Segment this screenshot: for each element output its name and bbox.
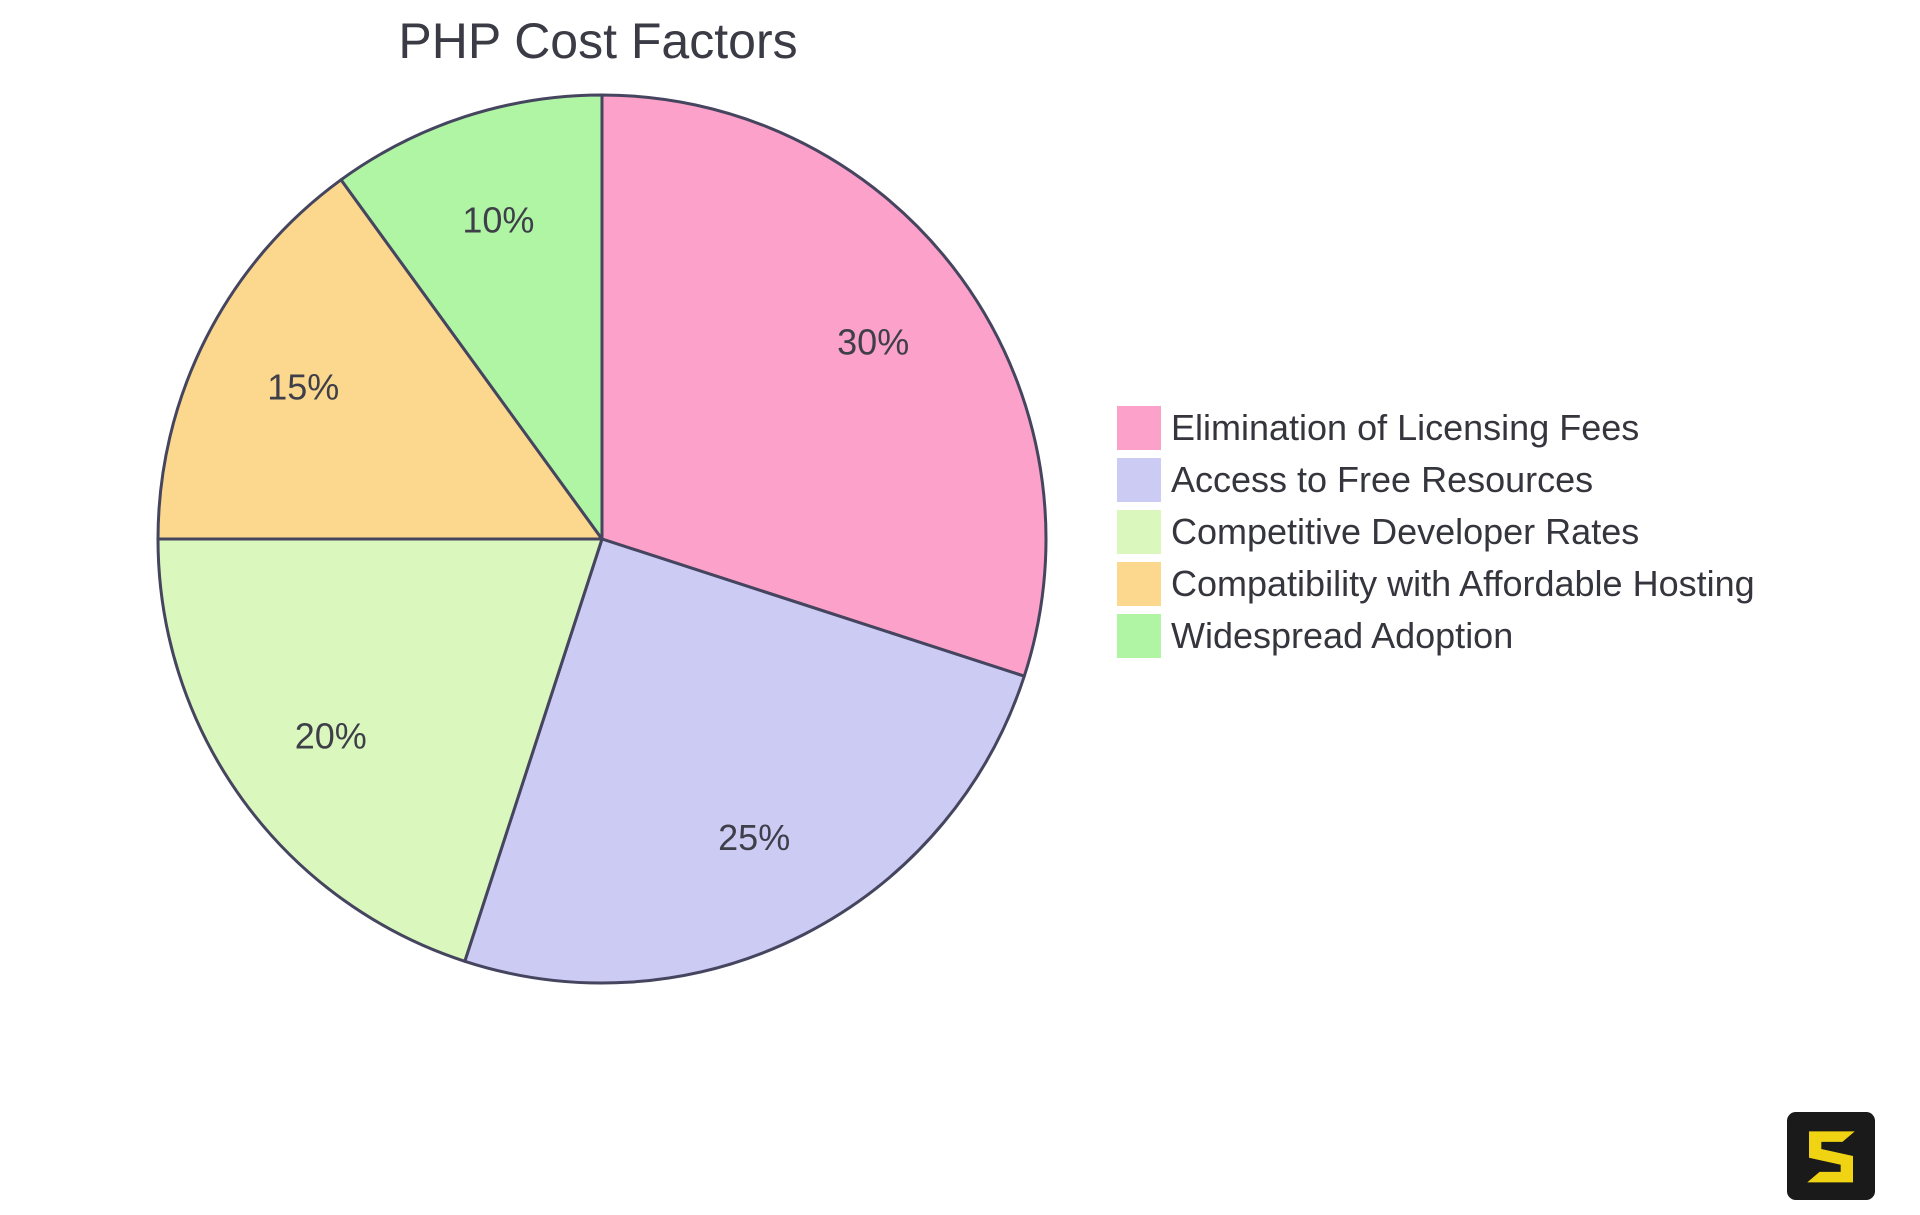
- legend-swatch: [1117, 510, 1161, 554]
- legend-label: Competitive Developer Rates: [1171, 511, 1640, 552]
- brand-s-icon: [1787, 1112, 1875, 1200]
- pie-slice-5: [339, 93, 604, 541]
- legend-label: Access to Free Resources: [1171, 459, 1594, 500]
- legend-item: Compatibility with Affordable Hosting: [1117, 562, 1755, 606]
- brand-logo: [1787, 1112, 1875, 1200]
- legend-swatch: [1117, 562, 1161, 606]
- pie-slice-percentage-label: 30%: [837, 322, 909, 363]
- legend-swatch: [1117, 406, 1161, 450]
- legend-swatch: [1117, 614, 1161, 658]
- legend-item: Widespread Adoption: [1117, 614, 1755, 658]
- pie-slice-percentage-label: 20%: [295, 716, 367, 757]
- legend-item: Elimination of Licensing Fees: [1117, 406, 1755, 450]
- legend-label: Widespread Adoption: [1171, 615, 1514, 656]
- pie-slice-3: [156, 537, 604, 963]
- legend-item: Competitive Developer Rates: [1117, 510, 1755, 554]
- pie-slice-2: [463, 537, 1026, 985]
- pie-slice-1: [600, 93, 1048, 678]
- legend-swatch: [1117, 458, 1161, 502]
- legend: Elimination of Licensing Fees Access to F…: [1117, 406, 1755, 658]
- legend-item: Access to Free Resources: [1117, 458, 1755, 502]
- pie-slice-percentage-label: 15%: [267, 366, 339, 407]
- chart-title: PHP Cost Factors: [398, 13, 798, 69]
- pie-slice-percentage-label: 25%: [718, 817, 790, 858]
- legend-label: Compatibility with Affordable Hosting: [1171, 563, 1755, 604]
- pie-slice-4: [156, 178, 604, 541]
- legend-label: Elimination of Licensing Fees: [1171, 407, 1640, 448]
- pie-slice-percentage-label: 10%: [462, 200, 534, 241]
